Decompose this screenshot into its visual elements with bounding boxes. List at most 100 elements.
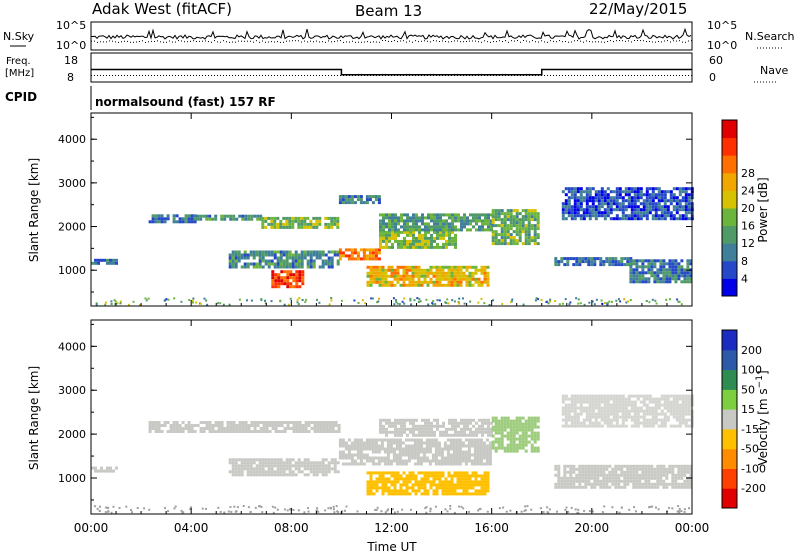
noise-search-dot [304, 40, 305, 42]
heatmap-cell [252, 470, 256, 474]
heatmap-cell [430, 233, 433, 237]
heatmap-cell [666, 403, 670, 407]
heatmap-cell [291, 458, 295, 462]
heatmap-cell [404, 444, 408, 448]
heatmap-cell [630, 394, 634, 398]
heatmap-cell [430, 239, 433, 243]
heatmap-cell [411, 486, 415, 490]
heatmap-cell [151, 421, 155, 424]
heatmap-cell [468, 265, 472, 269]
heatmap-cell [228, 262, 232, 266]
heatmap-cell [627, 400, 631, 404]
heatmap-cell [372, 480, 376, 484]
heatmap-cell [584, 485, 588, 489]
heatmap-cell [465, 283, 469, 287]
heatmap-cell [621, 214, 625, 218]
nave-dot [238, 75, 239, 76]
heatmap-cell [289, 270, 293, 274]
noise-search-dot [325, 41, 326, 43]
heatmap-cell [468, 483, 472, 487]
heatmap-cell [214, 421, 218, 424]
heatmap-cell [457, 433, 460, 437]
nave-dot [484, 75, 485, 76]
heatmap-cell [533, 233, 537, 237]
heatmap-cell [97, 258, 100, 262]
nave-dot [481, 75, 482, 76]
heatmap-cell [267, 464, 271, 468]
heatmap-cell [459, 283, 463, 287]
heatmap-cell [441, 265, 445, 269]
heatmap-cell [491, 242, 495, 246]
heatmap-cell [402, 274, 406, 278]
heatmap-cell [347, 195, 351, 199]
heatmap-cell [650, 274, 654, 278]
heatmap-cell [683, 277, 687, 281]
heatmap-cell [432, 283, 436, 287]
heatmap-cell [264, 461, 268, 465]
nave-dot [439, 75, 440, 76]
heatmap-cell [347, 198, 351, 202]
heatmap-cell [330, 262, 334, 266]
heatmap-cell [453, 268, 457, 272]
noise-search-dot [370, 41, 371, 43]
ground-scatter-cell [143, 507, 146, 510]
heatmap-cell [229, 214, 233, 218]
heatmap-cell [524, 440, 528, 444]
heatmap-cell [590, 464, 594, 468]
heatmap-cell [466, 424, 469, 428]
heatmap-cell [289, 421, 293, 424]
ground-scatter-cell [112, 505, 115, 508]
heatmap-cell [316, 421, 320, 424]
heatmap-cell [678, 205, 682, 209]
ground-scatter-cell [574, 508, 577, 511]
heatmap-cell [456, 268, 460, 272]
heatmap-cell [336, 470, 340, 474]
heatmap-cell [494, 209, 498, 213]
heatmap-cell [587, 257, 591, 261]
heatmap-cell [564, 421, 568, 425]
heatmap-cell [300, 470, 304, 474]
heatmap-cell [388, 228, 391, 232]
heatmap-cell [624, 409, 628, 413]
heatmap-cell [205, 421, 209, 424]
heatmap-cell [415, 245, 418, 249]
heatmap-cell [451, 216, 454, 220]
heatmap-cell [653, 280, 657, 284]
heatmap-cell [647, 262, 651, 266]
heatmap-cell [635, 259, 639, 263]
heatmap-cell [618, 400, 622, 404]
heatmap-cell [476, 459, 480, 463]
heatmap-cell [418, 236, 421, 240]
heatmap-cell [659, 265, 663, 269]
heatmap-cell [663, 406, 667, 410]
heatmap-cell [374, 438, 378, 442]
heatmap-cell [645, 394, 649, 398]
heatmap-cell [593, 464, 597, 468]
heatmap-cell [374, 450, 378, 454]
ground-scatter-cell [345, 505, 348, 508]
heatmap-cell [521, 218, 525, 222]
heatmap-cell [382, 219, 385, 223]
heatmap-cell [597, 400, 601, 404]
heatmap-cell [380, 438, 384, 442]
noise-search-dot [226, 41, 227, 43]
heatmap-cell [509, 242, 513, 246]
noise-search-dot [586, 40, 587, 42]
heatmap-cell [557, 482, 561, 486]
ground-scatter-cell [132, 300, 135, 303]
nave-dot [226, 75, 227, 76]
heatmap-cell [429, 268, 433, 272]
heatmap-cell [609, 199, 613, 203]
heatmap-cell [276, 470, 280, 474]
ground-scatter-cell [530, 508, 533, 511]
heatmap-cell [190, 220, 194, 224]
noise-search-dot [250, 40, 251, 42]
heatmap-cell [444, 489, 448, 493]
heatmap-cell [325, 421, 329, 424]
freq-trace [91, 68, 692, 76]
heatmap-cell [368, 447, 372, 451]
heatmap-cell [415, 216, 418, 220]
heatmap-cell [621, 196, 625, 200]
heatmap-cell [280, 282, 284, 286]
heatmap-cell [362, 453, 366, 457]
